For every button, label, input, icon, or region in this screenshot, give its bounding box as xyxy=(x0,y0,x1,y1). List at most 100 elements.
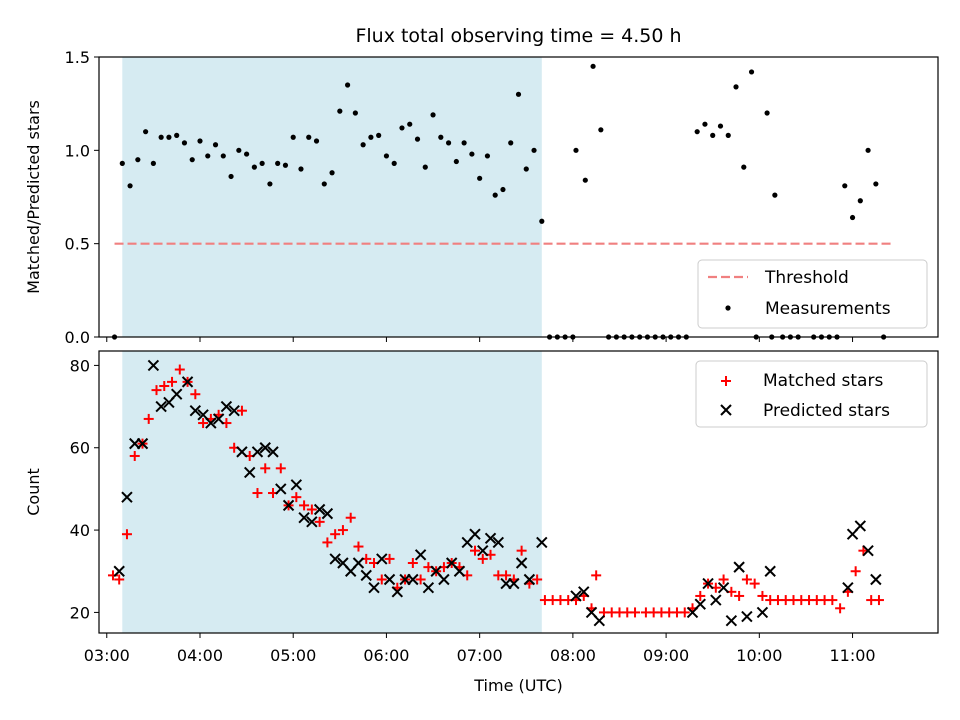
measurement-point xyxy=(205,153,211,159)
y-tick-label: 1.0 xyxy=(65,141,90,160)
measurement-point xyxy=(764,110,770,116)
measurement-point xyxy=(352,110,358,116)
x-tick-label: 09:00 xyxy=(643,646,689,665)
predicted-star-point xyxy=(368,582,380,594)
legend-measurement-label: Measurements xyxy=(765,299,891,319)
predicted-star-point xyxy=(352,557,365,569)
matched-star-point xyxy=(322,537,333,548)
matched-star-point xyxy=(151,385,162,396)
x-stroke xyxy=(870,573,882,586)
predicted-star-point xyxy=(438,573,450,586)
x-stroke xyxy=(422,582,435,594)
measurement-point xyxy=(422,164,428,170)
matched-star-point xyxy=(757,590,768,601)
predicted-star-point xyxy=(170,388,183,400)
measurement-point xyxy=(174,132,180,138)
measurement-point xyxy=(189,157,195,163)
x-stroke xyxy=(593,614,605,627)
matched-star-point xyxy=(477,553,488,564)
predicted-star-point xyxy=(756,606,769,619)
predicted-star-point xyxy=(259,442,271,454)
predicted-star-point xyxy=(469,528,481,540)
measurement-point xyxy=(244,151,250,157)
x-stroke xyxy=(477,544,489,557)
measurement-point xyxy=(143,129,149,135)
measurement-point xyxy=(430,112,436,118)
measurement-point xyxy=(492,192,498,198)
measurement-point xyxy=(469,151,475,157)
x-stroke xyxy=(170,388,183,400)
predicted-star-point xyxy=(570,590,582,602)
matched-star-point xyxy=(252,488,263,499)
predicted-star-point xyxy=(376,553,388,565)
predicted-star-point xyxy=(383,573,396,586)
x-stroke xyxy=(189,404,202,417)
matched-star-point xyxy=(159,380,170,391)
measurement-point xyxy=(158,134,164,140)
predicted-star-point xyxy=(220,400,233,413)
y-tick-label: 60 xyxy=(70,439,90,458)
axes-frame xyxy=(98,350,939,634)
x-stroke xyxy=(298,512,310,524)
matched-star-point xyxy=(129,450,140,461)
predicted-star-point xyxy=(391,586,404,598)
measurement-point xyxy=(772,192,778,198)
x-stroke xyxy=(244,466,256,479)
x-stroke xyxy=(391,586,404,598)
x-stroke xyxy=(267,446,279,458)
x-tick-label: 11:00 xyxy=(829,646,875,665)
matched-star-point xyxy=(198,418,209,429)
matched-star-point xyxy=(174,364,185,375)
measurement-point xyxy=(259,160,265,166)
observing-window-shade xyxy=(122,351,542,633)
y-tick-label: 20 xyxy=(70,603,90,622)
matched-star-point xyxy=(143,413,154,424)
x-stroke xyxy=(438,573,450,586)
predicted-star-point xyxy=(147,359,160,372)
predicted-star-point xyxy=(717,582,730,594)
x-stroke xyxy=(251,446,264,458)
x-stroke xyxy=(275,483,287,495)
x-stroke xyxy=(523,573,536,586)
x-stroke xyxy=(360,569,372,582)
x-stroke xyxy=(407,573,419,586)
measurement-point xyxy=(717,123,724,129)
x-stroke xyxy=(376,553,388,565)
matched-star-point xyxy=(827,595,838,606)
predicted-star-point xyxy=(578,586,590,598)
predicted-star-point xyxy=(275,483,287,495)
predicted-star-point xyxy=(733,561,745,573)
measurement-point xyxy=(181,140,188,146)
matched-star-point xyxy=(835,603,846,614)
x-stroke xyxy=(702,577,714,590)
predicted-star-point xyxy=(694,598,706,610)
y-tick-label: 0.0 xyxy=(65,328,90,347)
matched-star-point xyxy=(353,541,364,552)
matched-star-point xyxy=(873,595,884,606)
predicted-star-point xyxy=(870,573,882,586)
measurement-point xyxy=(306,134,312,140)
measurement-point xyxy=(438,134,444,140)
top-panel: 0.0 0.5 1.0 1.5 Flux total observing time = … xyxy=(24,25,939,347)
matched-star-point xyxy=(167,376,178,387)
matched-star-point xyxy=(695,590,706,601)
measurement-point xyxy=(484,153,491,159)
measurement-point xyxy=(453,158,459,165)
predicted-star-point xyxy=(508,577,520,590)
legend-box xyxy=(697,259,928,329)
measurement-point xyxy=(399,125,405,131)
x-stroke xyxy=(259,442,271,454)
y-tick-label: 80 xyxy=(70,356,90,375)
predicted-star-point xyxy=(251,446,264,458)
predicted-star-point xyxy=(422,582,435,594)
measurement-point xyxy=(508,140,514,146)
matched-star-point xyxy=(591,570,602,581)
predicted-star-point xyxy=(244,466,256,479)
x-stroke xyxy=(205,417,217,429)
measurement-point xyxy=(282,162,289,168)
predicted-star-point xyxy=(136,437,149,450)
measurement-point xyxy=(849,214,856,221)
measurement-point xyxy=(119,160,125,166)
measurement-point xyxy=(197,138,203,144)
